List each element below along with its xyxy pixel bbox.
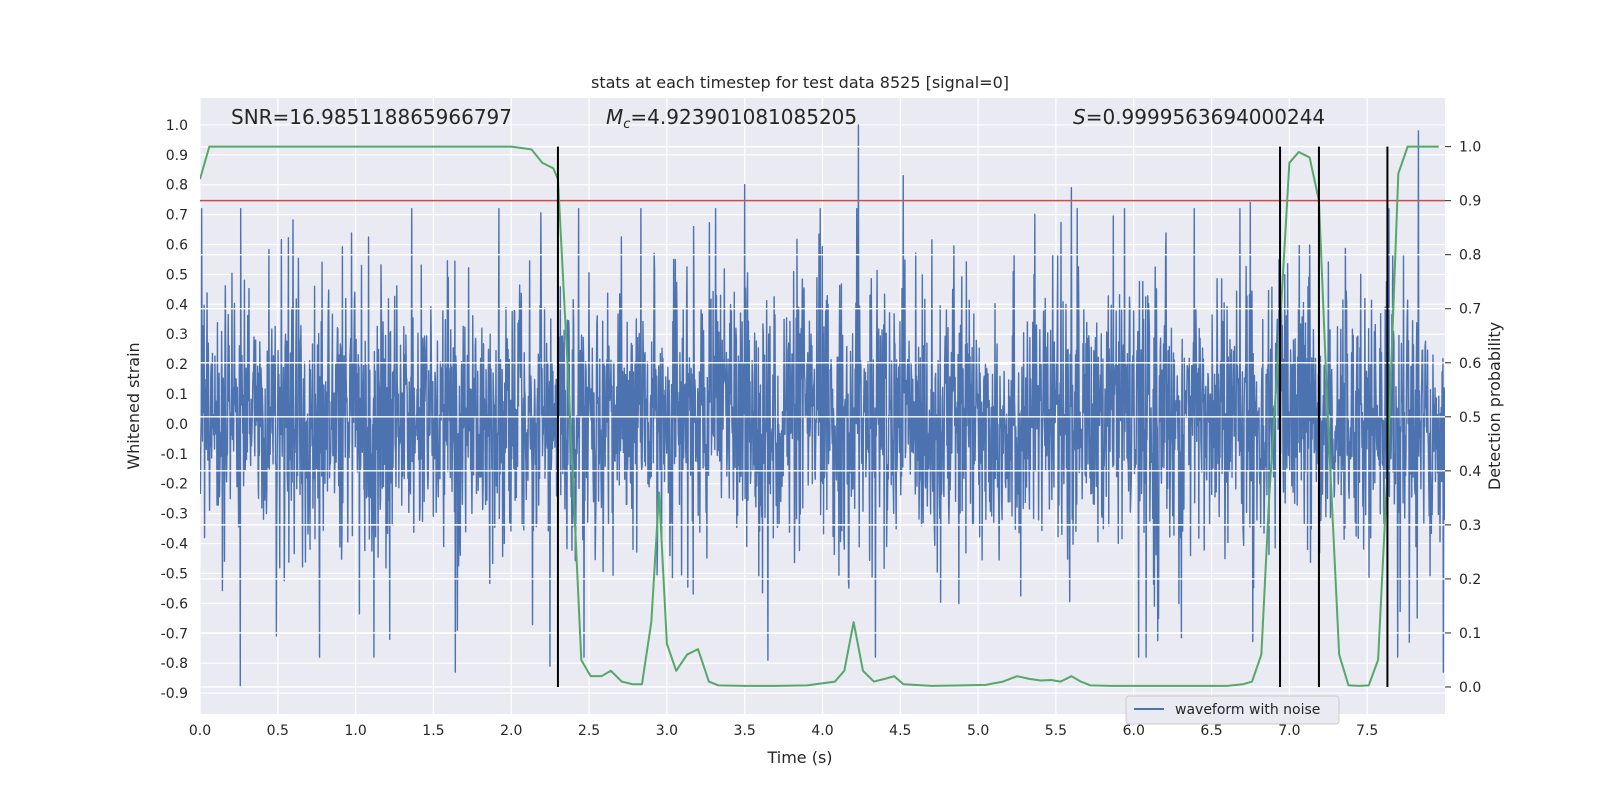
legend-label: waveform with noise: [1175, 702, 1320, 718]
x-tick-label: 6.0: [1123, 723, 1145, 739]
x-tick-label: 2.0: [500, 723, 522, 739]
mc-value: =4.923901081085205: [630, 105, 857, 129]
y-right-tick-label: 0.3: [1459, 518, 1481, 534]
y-left-tick-label: 0.6: [166, 238, 188, 254]
event-lines: [556, 146, 1389, 687]
y-right-tick-label: 0.9: [1459, 194, 1481, 210]
x-tick-label: 3.5: [734, 723, 756, 739]
x-axis-ticks: 0.0 0.5 1.0 1.5 2.0 2.5 3.0 3.5 4.0 4.5 5.0 5.5 6.0 6…: [189, 723, 1378, 739]
y-left-tick-label: -0.3: [161, 507, 188, 523]
y-right-tick-label: 0.0: [1459, 680, 1481, 696]
y-left-tick-label: 0.7: [166, 208, 188, 224]
y-right-tick-label: 0.8: [1459, 248, 1481, 264]
y-left-tick-label: -0.4: [161, 537, 188, 553]
legend-box: [1125, 695, 1340, 725]
y-left-axis-label: Whitened strain: [124, 342, 143, 469]
y-left-tick-label: 0.8: [166, 178, 188, 194]
probability-line: [200, 145, 1439, 687]
y-left-tick-label: 0.2: [166, 357, 188, 373]
x-axis-label: Time (s): [766, 748, 832, 767]
x-tick-label: 3.0: [656, 723, 678, 739]
y-left-tick-label: -0.7: [161, 626, 188, 642]
s-symbol: S: [1073, 105, 1086, 129]
mc-symbol: M: [606, 105, 623, 129]
y-right-tick-label: 0.6: [1459, 356, 1481, 372]
chart-title: stats at each timestep for test data 852…: [591, 73, 1009, 92]
y-left-tick-label: 0.3: [166, 327, 188, 343]
y-left-tick-label: -0.8: [161, 656, 188, 672]
y-right-tick-label: 0.7: [1459, 302, 1481, 318]
y-right-tick-label: 0.2: [1459, 572, 1481, 588]
s-annotation: S=0.9999563694000244: [1073, 105, 1325, 129]
x-tick-label: 4.0: [811, 723, 833, 739]
y-left-tick-label: -0.2: [161, 477, 188, 493]
probability-series: [200, 145, 1439, 687]
y-right-tick-label: 1.0: [1459, 140, 1481, 156]
x-tick-label: 2.5: [578, 723, 600, 739]
y-left-tick-label: -0.5: [161, 566, 188, 582]
y-left-tick-label: 0.9: [166, 148, 188, 164]
y-right-tick-label: 0.5: [1459, 410, 1481, 426]
legend: waveform with noise: [1125, 695, 1340, 725]
snr-annotation: SNR=16.985118865966797: [231, 105, 512, 129]
y-right-axis-ticks: 0.0 0.1 0.2 0.3 0.4 0.5 0.6 0.7 0.8 0.9 1.0: [1445, 140, 1481, 696]
x-tick-label: 6.5: [1200, 723, 1222, 739]
y-left-tick-label: -0.1: [161, 447, 188, 463]
mc-subscript: c: [623, 117, 630, 132]
y-right-axis-label: Detection probability: [1485, 322, 1504, 490]
y-right-tick-label: 0.1: [1459, 626, 1481, 642]
waveform-line: [200, 124, 1445, 688]
x-tick-label: 7.0: [1278, 723, 1300, 739]
y-left-tick-label: 0.5: [166, 267, 188, 283]
y-left-tick-label: 0.4: [166, 297, 188, 313]
y-left-tick-label: 0.0: [166, 417, 188, 433]
y-left-tick-label: -0.6: [161, 596, 188, 612]
x-tick-label: 0.5: [267, 723, 289, 739]
y-left-axis-ticks: -0.9 -0.8 -0.7 -0.6 -0.5 -0.4 -0.3 -0.2 -0.1 0.0 0…: [161, 118, 188, 702]
mc-annotation: Mc=4.923901081085205: [606, 105, 857, 132]
y-left-tick-label: -0.9: [161, 686, 188, 702]
x-tick-label: 4.5: [889, 723, 911, 739]
s-value: =0.9999563694000244: [1086, 105, 1325, 129]
y-left-tick-label: 0.1: [166, 387, 188, 403]
x-tick-label: 1.5: [422, 723, 444, 739]
x-tick-label: 1.0: [344, 723, 366, 739]
x-tick-label: 0.0: [189, 723, 211, 739]
y-left-tick-label: 1.0: [166, 118, 188, 134]
y-right-tick-label: 0.4: [1459, 464, 1481, 480]
x-tick-label: 5.0: [967, 723, 989, 739]
x-tick-label: 7.5: [1356, 723, 1378, 739]
x-tick-label: 5.5: [1045, 723, 1067, 739]
